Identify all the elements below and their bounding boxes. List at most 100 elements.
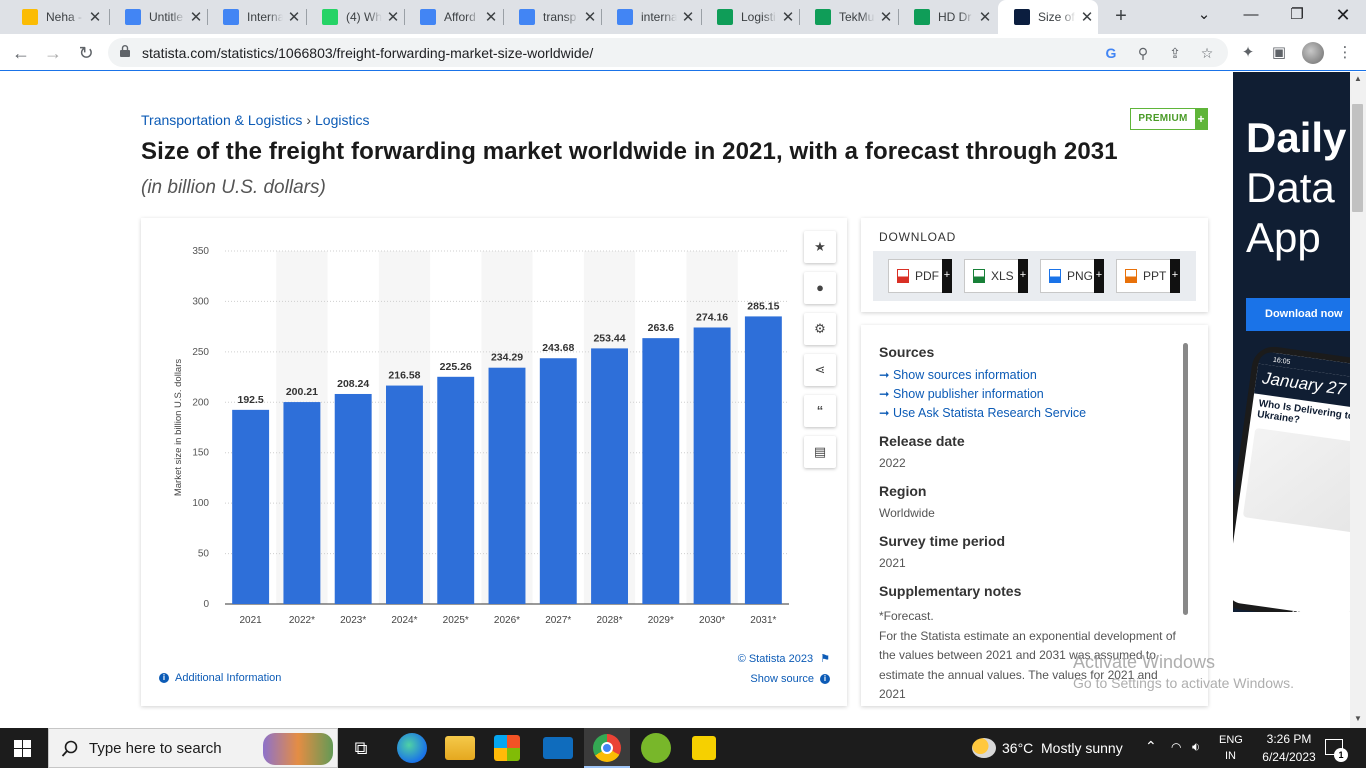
- tab-close-icon[interactable]: ✕: [287, 9, 301, 26]
- favorite-star-icon[interactable]: ★: [804, 231, 836, 263]
- docs-icon: [125, 9, 141, 25]
- address-bar[interactable]: statista.com/statistics/1066803/freight-…: [108, 38, 1228, 67]
- chrome-taskbar-active[interactable]: [584, 728, 630, 768]
- browser-tab[interactable]: Afford ✕: [404, 0, 502, 34]
- show-publisher-link[interactable]: ➞ Show publisher information: [879, 386, 1044, 401]
- side-panel-icon[interactable]: ▣: [1271, 44, 1287, 61]
- browser-tab[interactable]: (4) Wh ✕: [306, 0, 404, 34]
- tab-close-icon[interactable]: ✕: [583, 9, 597, 26]
- sheets-icon: [914, 9, 930, 25]
- browser-tab[interactable]: transp ✕: [503, 0, 601, 34]
- tab-search-icon[interactable]: ⌄: [1197, 6, 1211, 23]
- tab-close-icon[interactable]: ✕: [88, 9, 102, 26]
- clock-time[interactable]: 3:26 PM: [1266, 732, 1312, 746]
- breadcrumb-item[interactable]: Transportation & Logistics: [141, 112, 303, 128]
- browser-tab[interactable]: Neha - ✕: [6, 0, 106, 34]
- microsoft-store-icon[interactable]: [494, 735, 520, 761]
- windows-start-icon[interactable]: [14, 740, 31, 757]
- pdf-file-icon: [897, 269, 909, 283]
- tab-title: HD Dr: [938, 10, 972, 24]
- menu-icon[interactable]: ⋮: [1337, 44, 1353, 61]
- browser-tab[interactable]: HD Dr ✕: [898, 0, 996, 34]
- extensions-icon[interactable]: ✦: [1241, 44, 1255, 61]
- bar: [385, 385, 423, 604]
- tab-title: (4) Wh: [346, 10, 382, 24]
- scroll-thumb[interactable]: [1352, 104, 1363, 212]
- wifi-icon[interactable]: ◠: [1171, 740, 1182, 754]
- temperature[interactable]: 36°C: [1002, 740, 1034, 756]
- zoom-icon[interactable]: ⚲: [1137, 45, 1149, 61]
- file-explorer-icon[interactable]: [445, 736, 475, 760]
- copyright-label: © Statista 2023: [737, 653, 814, 665]
- share-nodes-icon[interactable]: ⋖: [804, 354, 836, 386]
- maximize-button[interactable]: ❐: [1290, 6, 1304, 23]
- chrome-icon-center: [601, 742, 613, 754]
- download-png-button[interactable]: PNG +: [1040, 258, 1104, 293]
- tab-close-icon[interactable]: ✕: [189, 9, 203, 26]
- forward-icon[interactable]: →: [44, 43, 62, 63]
- share-icon[interactable]: ⇪: [1169, 45, 1181, 61]
- sticky-notes-icon[interactable]: [692, 736, 716, 760]
- reload-icon[interactable]: ↻: [78, 43, 94, 63]
- sources-heading: Sources: [879, 344, 935, 360]
- show-sources-link[interactable]: ➞ Show sources information: [879, 367, 1037, 382]
- url-text[interactable]: statista.com/statistics/1066803/freight-…: [142, 45, 594, 61]
- language-in[interactable]: IN: [1225, 750, 1236, 762]
- print-icon[interactable]: ▤: [804, 436, 836, 468]
- tab-close-icon[interactable]: ✕: [681, 9, 695, 26]
- show-source-link[interactable]: Show source i: [750, 673, 830, 685]
- tab-close-icon[interactable]: ✕: [386, 9, 400, 26]
- additional-information-link[interactable]: i Additional Information: [159, 672, 281, 684]
- tab-title: Neha -: [46, 10, 83, 24]
- plus-icon: +: [1018, 258, 1028, 293]
- data-label: 285.15: [747, 300, 779, 312]
- browser-tab[interactable]: Logisti ✕: [701, 0, 799, 34]
- page-scrollbar[interactable]: ▲ ▼: [1350, 72, 1366, 728]
- tab-close-icon[interactable]: ✕: [879, 9, 893, 26]
- tab-close-icon[interactable]: ✕: [484, 9, 498, 26]
- language-eng[interactable]: ENG: [1219, 734, 1243, 746]
- tab-close-icon[interactable]: ✕: [978, 9, 992, 26]
- breadcrumb-item[interactable]: Logistics: [315, 112, 370, 128]
- clock-date[interactable]: 6/24/2023: [1262, 750, 1316, 764]
- y-tick-label: 0: [203, 599, 209, 610]
- profile-avatar[interactable]: [1302, 42, 1324, 64]
- premium-badge[interactable]: PREMIUM +: [1130, 108, 1208, 130]
- new-tab-button[interactable]: +: [1115, 5, 1127, 27]
- statista-copyright[interactable]: © Statista 2023 ⚑: [738, 652, 830, 665]
- notification-bell-icon[interactable]: ●: [804, 272, 836, 304]
- scroll-down-icon[interactable]: ▼: [1354, 714, 1362, 723]
- google-lens-icon[interactable]: G: [1105, 45, 1117, 61]
- browser-tab[interactable]: Interna ✕: [207, 0, 305, 34]
- task-view-icon[interactable]: ⧉: [354, 738, 368, 758]
- download-label: PPT: [1143, 269, 1167, 283]
- daily-data-app-ad[interactable]: Daily Data App Download now 16:05 Januar…: [1233, 72, 1350, 612]
- cite-quote-icon[interactable]: “: [804, 395, 836, 427]
- mail-icon[interactable]: [543, 737, 573, 759]
- download-pdf-button[interactable]: PDF +: [888, 258, 952, 293]
- browser-tab[interactable]: TekMu ✕: [799, 0, 897, 34]
- info-scrollbar[interactable]: [1183, 343, 1188, 615]
- ask-statista-link[interactable]: ➞ Use Ask Statista Research Service: [879, 405, 1086, 420]
- bookmark-star-icon[interactable]: ☆: [1200, 45, 1214, 61]
- download-xls-button[interactable]: XLS +: [964, 258, 1028, 293]
- edge-icon[interactable]: [397, 733, 427, 763]
- ad-download-button[interactable]: Download now: [1246, 298, 1350, 331]
- utorrent-icon[interactable]: [641, 733, 671, 763]
- taskbar-search-box[interactable]: Type here to search: [48, 728, 338, 768]
- volume-icon[interactable]: 🔉︎: [1192, 739, 1201, 754]
- minimize-button[interactable]: —: [1243, 6, 1259, 23]
- back-icon[interactable]: ←: [12, 43, 30, 63]
- browser-tab[interactable]: interna ✕: [601, 0, 699, 34]
- settings-gear-icon[interactable]: ⚙: [804, 313, 836, 345]
- tab-close-icon[interactable]: ✕: [1080, 9, 1094, 26]
- browser-tab[interactable]: Size of ✕: [998, 0, 1098, 34]
- scroll-up-icon[interactable]: ▲: [1354, 74, 1362, 83]
- close-window-button[interactable]: ✕: [1335, 5, 1351, 25]
- show-hidden-icons-chevron[interactable]: ⌃: [1145, 738, 1157, 754]
- tab-close-icon[interactable]: ✕: [781, 9, 795, 26]
- weather-status[interactable]: Mostly sunny: [1041, 740, 1123, 756]
- browser-tab[interactable]: Untitle ✕: [109, 0, 207, 34]
- weather-sun-icon[interactable]: [972, 738, 996, 758]
- download-ppt-button[interactable]: PPT +: [1116, 258, 1180, 293]
